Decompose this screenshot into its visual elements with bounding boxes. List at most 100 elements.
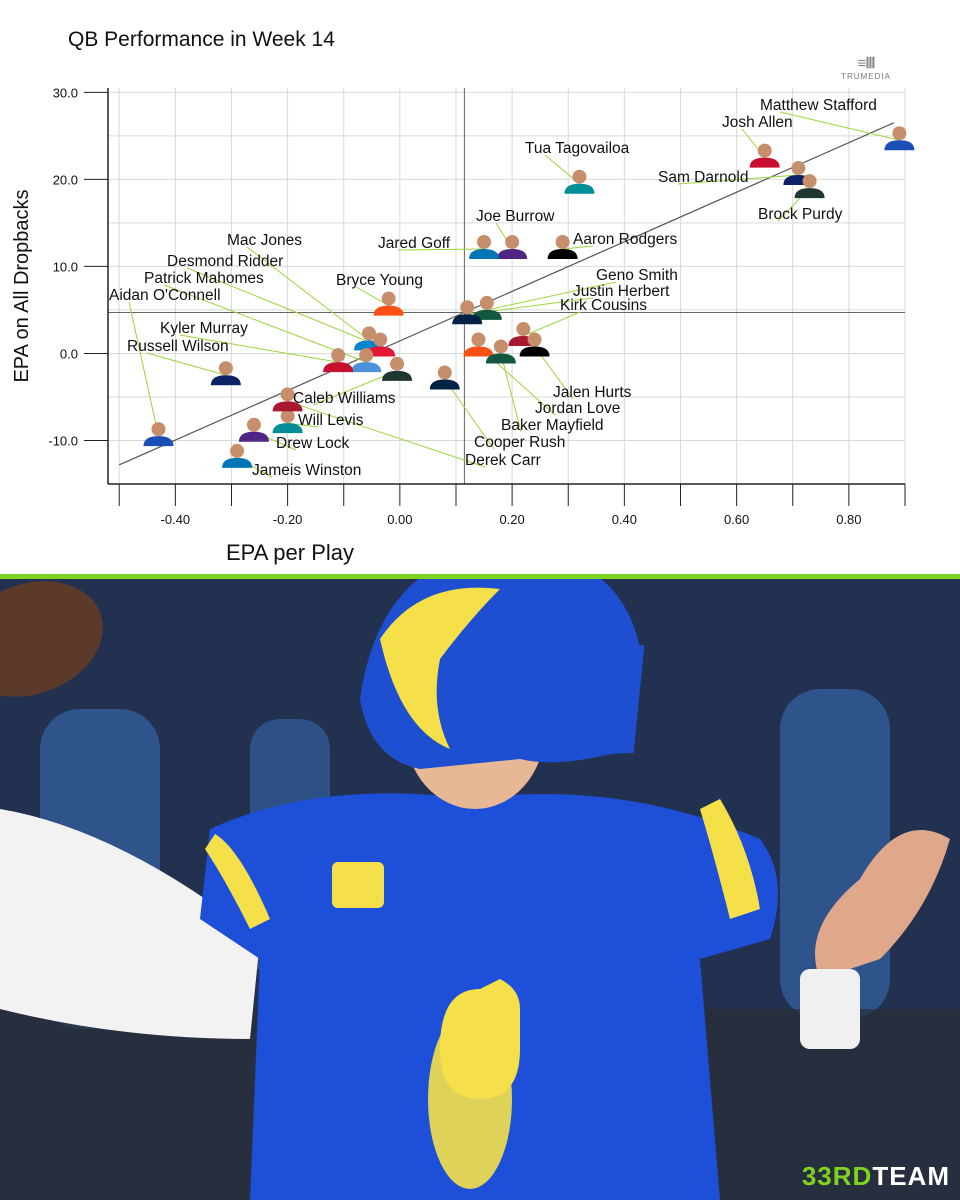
player-label: Drew Lock [276,435,349,452]
player-jersey [471,309,502,320]
player-label: Sam Darnold [658,169,748,186]
y-tick-label: -10.0 [48,433,78,448]
leader-line [677,174,799,185]
player-jersey [497,249,528,260]
player-marker [519,332,550,357]
leader-line [128,301,160,437]
player-head [359,348,374,363]
33rdteam-logo: 33RDTEAM [801,1161,950,1191]
player-label: Derek Carr [465,452,541,469]
player-head [892,126,907,141]
axes: -0.40 -0.20 0.00 0.20 0.40 0.60 0.80 -10.0 0.0 10… [48,85,906,527]
player-jersey [272,423,303,434]
player-jersey [272,401,303,412]
player-head [218,361,233,376]
player-head [331,348,346,363]
player-label: Jalen Hurts [553,384,632,401]
chart-panel: -0.40 -0.20 0.00 0.20 0.40 0.60 0.80 -10.0 0.0 10… [0,0,960,576]
x-tick-label: -0.40 [161,512,191,527]
player-label: Josh Allen [722,114,793,131]
player-photo: 33RDTEAM [0,579,960,1200]
trend-line [118,122,895,466]
player-label: Caleb Williams [293,390,396,407]
player-jersey [351,362,382,373]
player-jersey [373,305,404,316]
player-label: Brock Purdy [758,206,843,223]
player-head [471,332,486,347]
player-marker [272,409,303,434]
player-marker [351,348,382,373]
player-head [381,291,396,306]
player-label: Kirk Cousins [560,297,647,314]
player-jersey [222,457,253,468]
player-head [555,235,570,250]
player-head [572,169,587,184]
leader-line [562,245,594,250]
leader-line [486,281,617,311]
leader-lines [128,111,900,478]
y-tick-label: 10.0 [53,259,78,274]
player-marker [323,348,354,373]
y-tick-label: 30.0 [53,85,78,100]
x-tick-label: 0.20 [499,512,524,527]
player-head [280,409,295,424]
leader-line [287,400,486,468]
player-head [527,332,542,347]
player-marker [485,339,516,364]
leader-line [444,379,495,450]
player-jersey [238,431,269,442]
player-head [460,300,475,315]
player-head [493,339,508,354]
player-head [280,387,295,402]
leader-line [779,111,900,141]
player-marker [564,169,595,194]
player-marker [382,356,413,381]
player-marker [210,361,241,386]
player-label: Baker Mayfield [501,417,604,434]
player-marker [471,295,502,320]
player-label: Russell Wilson [127,338,229,355]
y-axis-label: EPA on All Dropbacks [11,189,33,382]
player-label: Justin Herbert [573,283,670,300]
player-head [373,332,388,347]
leader-line [163,284,367,363]
player-head [437,365,452,380]
player-jersey [547,249,578,260]
player-marker [429,365,460,390]
leader-line [397,248,485,251]
x-tick-label: -0.20 [273,512,303,527]
player-jersey [143,436,174,447]
player-jersey [463,346,494,357]
player-marker [143,422,174,447]
player-marker [222,443,253,468]
player-label: Jordan Love [535,400,620,417]
player-marker [238,417,269,442]
player-label: Bryce Young [336,272,423,289]
player-jersey [749,157,780,168]
player-head [361,326,376,341]
x-tick-label: 0.80 [836,512,861,527]
player-marker [749,143,780,168]
player-marker [884,126,915,151]
player-marker [272,387,303,412]
player-head [230,443,245,458]
player-head [151,422,166,437]
player-head [505,235,520,250]
x-tick-label: 0.00 [387,512,412,527]
player-marker [463,332,494,357]
trumedia-logo-mark: ≡Ⅲ [857,55,875,72]
player-marker [469,235,500,260]
leader-line [500,353,522,433]
player-marker [497,235,528,260]
player-head [791,161,806,176]
player-head [516,322,531,337]
trumedia-logo-word: TRUMEDIA [841,72,891,81]
player-jersey [485,353,516,364]
player-label: Jared Goff [378,235,451,252]
player-label: Cooper Rush [474,434,565,451]
player-jersey [884,140,915,151]
player-marker [373,291,404,316]
player-label: Desmond Ridder [167,253,283,270]
player-marker [794,174,825,199]
player-label: Aaron Rodgers [573,231,678,248]
